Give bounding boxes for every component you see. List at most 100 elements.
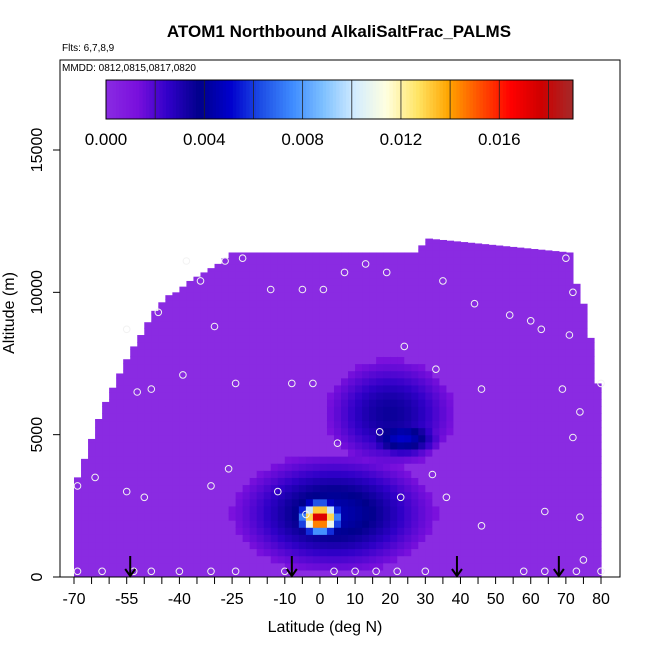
- heatmap-cell: [348, 342, 356, 350]
- heatmap-cell: [439, 456, 448, 464]
- heatmap-cell: [593, 456, 602, 464]
- heatmap-cell: [551, 512, 560, 521]
- heatmap-cell: [179, 470, 188, 478]
- heatmap-cell: [312, 285, 321, 293]
- heatmap-cell: [579, 406, 588, 414]
- heatmap-cell: [348, 285, 356, 293]
- heatmap-cell: [418, 534, 426, 543]
- heatmap-cell: [369, 434, 377, 443]
- heatmap-cell: [544, 356, 553, 365]
- heatmap-cell: [207, 548, 216, 557]
- heatmap-cell: [565, 527, 574, 535]
- heatmap-cell: [348, 534, 356, 543]
- heatmap-cell: [586, 569, 595, 577]
- heatmap-cell: [453, 448, 462, 457]
- heatmap-cell: [516, 527, 525, 535]
- heatmap-cell: [397, 384, 405, 393]
- heatmap-cell: [383, 406, 391, 414]
- heatmap-cell: [144, 391, 152, 400]
- colorbar-swatch: [272, 80, 277, 119]
- heatmap-cell: [474, 306, 483, 315]
- heatmap-cell: [256, 463, 265, 471]
- heatmap-cell: [242, 456, 251, 464]
- heatmap-cell: [312, 278, 321, 286]
- heatmap-cell: [319, 562, 328, 571]
- heatmap-cell: [439, 413, 448, 422]
- heatmap-cell: [221, 562, 230, 571]
- heatmap-cell: [355, 505, 363, 514]
- heatmap-cell: [432, 384, 440, 393]
- heatmap-cell: [179, 420, 188, 429]
- heatmap-cell: [144, 463, 152, 471]
- heatmap-cell: [537, 335, 546, 343]
- heatmap-cell: [474, 456, 483, 464]
- heatmap-cell: [228, 512, 237, 521]
- heatmap-cell: [200, 498, 209, 507]
- sample-point: [122, 325, 131, 334]
- heatmap-cell: [151, 327, 159, 336]
- heatmap-cell: [312, 327, 321, 336]
- heatmap-cell: [326, 320, 335, 329]
- heatmap-cell: [263, 299, 272, 308]
- heatmap-cell: [172, 520, 180, 528]
- heatmap-cell: [193, 441, 202, 450]
- heatmap-cell: [383, 470, 391, 478]
- heatmap-cell: [544, 498, 553, 507]
- heatmap-cell: [593, 441, 602, 450]
- heatmap-cell: [586, 337, 595, 343]
- heatmap-cell: [579, 384, 588, 393]
- heatmap-cell: [579, 399, 588, 407]
- heatmap-cell: [228, 306, 237, 315]
- heatmap-cell: [362, 399, 370, 407]
- heatmap-cell: [376, 541, 384, 550]
- heatmap-cell: [397, 562, 405, 571]
- heatmap-cell: [502, 391, 511, 400]
- heatmap-cell: [516, 512, 525, 521]
- heatmap-cell: [488, 263, 497, 272]
- heatmap-cell: [172, 427, 180, 436]
- heatmap-cell: [425, 520, 433, 528]
- colorbar-swatch: [486, 80, 491, 119]
- heatmap-cell: [362, 292, 370, 301]
- heatmap-cell: [144, 484, 152, 493]
- heatmap-cell: [355, 441, 363, 450]
- heatmap-cell: [291, 498, 300, 507]
- heatmap-cell: [572, 548, 581, 557]
- heatmap-cell: [137, 463, 145, 471]
- heatmap-cell: [228, 391, 237, 400]
- heatmap-cell: [326, 292, 335, 301]
- heatmap-cell: [558, 463, 567, 471]
- heatmap-cell: [558, 278, 567, 286]
- heatmap-cell: [221, 349, 230, 357]
- heatmap-cell: [467, 562, 476, 571]
- heatmap-cell: [586, 406, 595, 414]
- heatmap-cell: [362, 548, 370, 557]
- heatmap-cell: [586, 349, 595, 357]
- heatmap-cell: [432, 285, 440, 293]
- heatmap-cell: [256, 370, 265, 379]
- heatmap-cell: [383, 548, 391, 557]
- heatmap-cell: [158, 512, 166, 521]
- sample-point: [393, 567, 402, 576]
- heatmap-cell: [488, 477, 497, 486]
- x-tick-label: 80: [592, 591, 610, 608]
- heatmap-cell: [579, 303, 588, 308]
- heatmap-cell: [593, 463, 602, 471]
- heatmap-cell: [228, 434, 237, 443]
- heatmap-cell: [235, 292, 244, 301]
- heatmap-cell: [495, 292, 504, 301]
- heatmap-cell: [467, 320, 476, 329]
- heatmap-cell: [551, 370, 560, 379]
- heatmap-cell: [172, 370, 180, 379]
- heatmap-cell: [95, 527, 103, 535]
- heatmap-cell: [298, 252, 307, 258]
- heatmap-cell: [333, 377, 342, 386]
- heatmap-cell: [305, 399, 314, 407]
- heatmap-cell: [390, 278, 398, 286]
- heatmap-cell: [558, 356, 567, 365]
- colorbar-swatch: [509, 80, 514, 119]
- heatmap-cell: [291, 327, 300, 336]
- heatmap-cell: [551, 420, 560, 429]
- heatmap-cell: [460, 370, 469, 379]
- colorbar-swatch: [379, 80, 384, 119]
